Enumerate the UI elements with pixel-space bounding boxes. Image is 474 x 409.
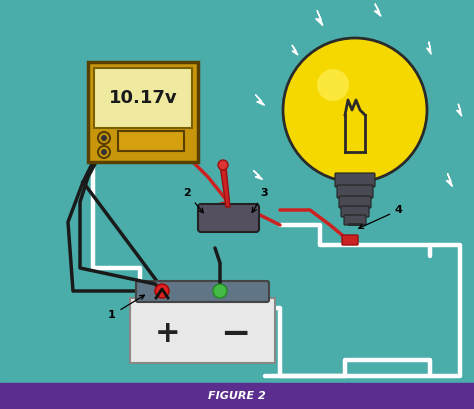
FancyBboxPatch shape <box>341 206 369 217</box>
Text: 2: 2 <box>183 188 203 213</box>
Text: 4: 4 <box>359 205 403 229</box>
Circle shape <box>218 160 228 170</box>
FancyBboxPatch shape <box>344 215 366 225</box>
Polygon shape <box>316 10 323 26</box>
Circle shape <box>101 135 107 141</box>
Circle shape <box>98 146 110 158</box>
FancyBboxPatch shape <box>198 204 259 232</box>
FancyBboxPatch shape <box>130 298 275 363</box>
Bar <box>0 383 474 409</box>
Circle shape <box>101 149 107 155</box>
FancyBboxPatch shape <box>342 235 358 245</box>
Polygon shape <box>446 173 453 187</box>
Polygon shape <box>292 45 298 55</box>
FancyBboxPatch shape <box>339 196 371 208</box>
Polygon shape <box>456 104 462 116</box>
FancyBboxPatch shape <box>94 68 192 128</box>
Text: FIGURE 2: FIGURE 2 <box>208 391 266 401</box>
Circle shape <box>283 38 427 182</box>
FancyBboxPatch shape <box>118 131 184 151</box>
FancyBboxPatch shape <box>136 281 269 302</box>
Polygon shape <box>374 4 381 16</box>
Text: 3: 3 <box>252 188 268 212</box>
Circle shape <box>213 284 227 298</box>
Polygon shape <box>255 95 264 105</box>
Text: −: − <box>220 317 250 351</box>
Circle shape <box>98 132 110 144</box>
FancyBboxPatch shape <box>88 62 198 162</box>
Polygon shape <box>427 42 431 54</box>
FancyBboxPatch shape <box>337 185 373 198</box>
Circle shape <box>155 284 169 298</box>
Text: 1: 1 <box>108 295 145 320</box>
Text: 10.17v: 10.17v <box>109 89 177 107</box>
Polygon shape <box>254 171 263 180</box>
FancyBboxPatch shape <box>335 173 375 187</box>
Circle shape <box>317 69 349 101</box>
Polygon shape <box>220 165 230 207</box>
Text: +: + <box>155 319 181 348</box>
